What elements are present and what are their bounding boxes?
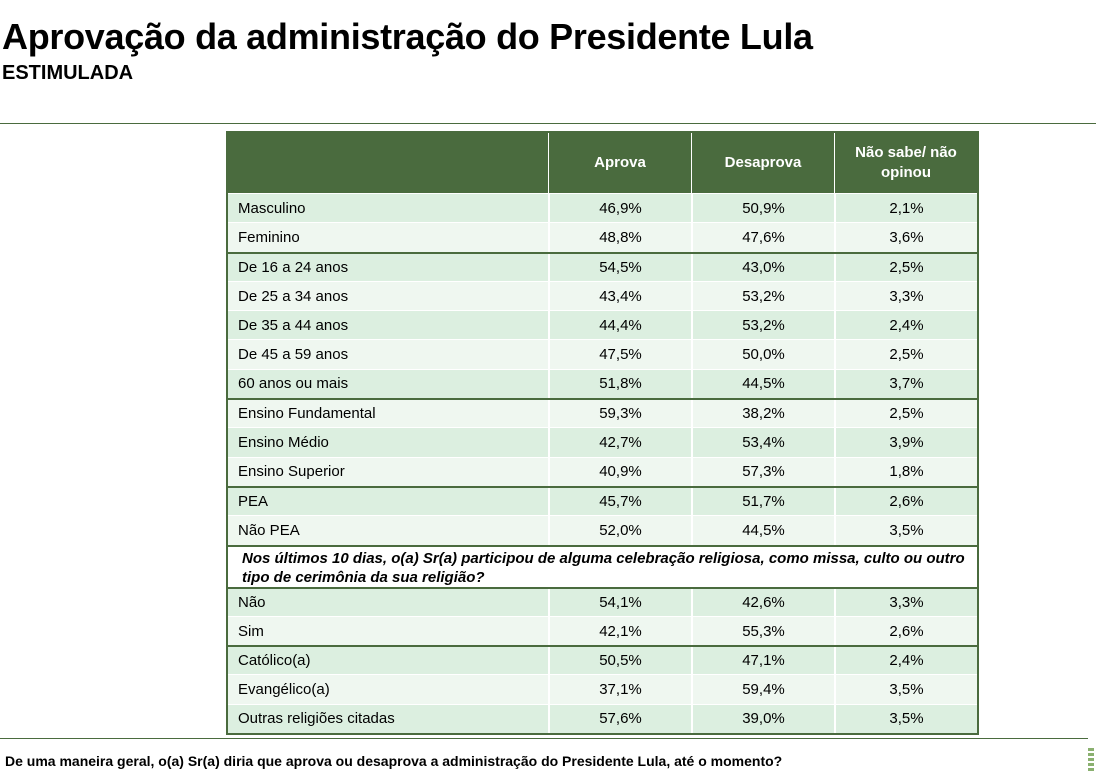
cell-desaprova: 47,6% — [691, 223, 834, 252]
row-label: Evangélico(a) — [238, 681, 330, 699]
cell-desaprova: 44,5% — [691, 369, 834, 399]
corner-decoration — [1088, 748, 1094, 773]
cell-aprova: 54,1% — [548, 588, 691, 616]
cell-desaprova: 50,0% — [691, 340, 834, 369]
cell-desaprova: 44,5% — [691, 516, 834, 545]
cell-aprova: 40,9% — [548, 457, 691, 486]
cell-desaprova: 55,3% — [691, 616, 834, 646]
table-row: 60 anos ou mais 51,8% 44,5% 3,7% — [228, 368, 977, 399]
row-label: Masculino — [238, 199, 306, 217]
cell-nao-sabe: 3,5% — [834, 516, 977, 545]
table-row: De 45 a 59 anos 47,5% 50,0% 2,5% — [228, 339, 977, 369]
cell-nao-sabe: 3,3% — [834, 281, 977, 311]
row-label: De 25 a 34 anos — [238, 287, 349, 305]
cell-aprova: 44,4% — [548, 311, 691, 340]
cell-nao-sabe: 3,5% — [834, 704, 977, 734]
cell-nao-sabe: 2,5% — [834, 253, 977, 281]
row-label: PEA — [238, 493, 269, 511]
cell-aprova: 59,3% — [548, 400, 691, 428]
approval-table: Aprova Desaprova Não sabe/ não opinou Ma… — [226, 131, 979, 736]
table-row: PEA 45,7% 51,7% 2,6% — [228, 485, 977, 516]
cell-aprova: 42,1% — [548, 616, 691, 646]
table-row: Não PEA 52,0% 44,5% 3,5% — [228, 515, 977, 545]
cell-desaprova: 53,2% — [691, 281, 834, 311]
header-cell-desaprova: Desaprova — [691, 133, 834, 193]
table-row: Ensino Médio 42,7% 53,4% 3,9% — [228, 427, 977, 457]
cell-desaprova: 53,4% — [691, 428, 834, 457]
header-cell-nao-sabe: Não sabe/ não opinou — [834, 133, 977, 193]
cell-nao-sabe: 1,8% — [834, 457, 977, 486]
table-row: De 25 a 34 anos 43,4% 53,2% 3,3% — [228, 280, 977, 311]
table-row: Feminino 48,8% 47,6% 3,6% — [228, 222, 977, 252]
table-row: Sim 42,1% 55,3% 2,6% — [228, 615, 977, 646]
row-label: 60 anos ou mais — [238, 375, 349, 393]
page-title: Aprovação da administração do Presidente… — [2, 16, 813, 57]
cell-nao-sabe: 3,6% — [834, 223, 977, 252]
cell-desaprova: 42,6% — [691, 588, 834, 616]
cell-aprova: 37,1% — [548, 675, 691, 704]
cell-nao-sabe: 2,1% — [834, 194, 977, 223]
row-label: Ensino Médio — [238, 434, 329, 452]
cell-nao-sabe: 2,6% — [834, 487, 977, 516]
cell-nao-sabe: 2,4% — [834, 647, 977, 675]
header-cell-aprova: Aprova — [548, 133, 691, 193]
cell-desaprova: 57,3% — [691, 457, 834, 486]
top-divider — [0, 123, 1096, 124]
cell-aprova: 52,0% — [548, 516, 691, 545]
table-row: De 16 a 24 anos 54,5% 43,0% 2,5% — [228, 251, 977, 281]
cell-desaprova: 38,2% — [691, 400, 834, 428]
cell-aprova: 47,5% — [548, 340, 691, 369]
row-label: Ensino Fundamental — [238, 405, 376, 423]
row-label: De 35 a 44 anos — [238, 316, 349, 334]
cell-aprova: 42,7% — [548, 428, 691, 457]
table-row: Não 54,1% 42,6% 3,3% — [228, 586, 977, 616]
row-label: Não PEA — [238, 521, 300, 539]
cell-aprova: 45,7% — [548, 487, 691, 516]
cell-aprova: 54,5% — [548, 253, 691, 281]
cell-aprova: 48,8% — [548, 223, 691, 252]
cell-nao-sabe: 2,4% — [834, 311, 977, 340]
row-label: Católico(a) — [238, 652, 311, 670]
cell-desaprova: 51,7% — [691, 487, 834, 516]
row-label: Ensino Superior — [238, 463, 345, 481]
row-label: De 45 a 59 anos — [238, 346, 349, 364]
cell-desaprova: 43,0% — [691, 253, 834, 281]
cell-nao-sabe: 2,5% — [834, 400, 977, 428]
row-label: Sim — [238, 622, 264, 640]
bottom-divider — [0, 738, 1088, 739]
table-header: Aprova Desaprova Não sabe/ não opinou — [228, 133, 977, 193]
cell-aprova: 43,4% — [548, 281, 691, 311]
cell-desaprova: 59,4% — [691, 675, 834, 704]
cell-nao-sabe: 2,5% — [834, 340, 977, 369]
cell-nao-sabe: 3,7% — [834, 369, 977, 399]
page-subtitle: ESTIMULADA — [2, 62, 134, 84]
question-footnote: De uma maneira geral, o(a) Sr(a) diria q… — [5, 753, 783, 769]
table-body: Masculino 46,9% 50,9% 2,1% Feminino 48,8% 47,6… — [228, 193, 977, 734]
cell-nao-sabe: 3,9% — [834, 428, 977, 457]
cell-aprova: 50,5% — [548, 647, 691, 675]
table-row: Outras religiões citadas 57,6% 39,0% 3,5% — [228, 703, 977, 734]
cell-aprova: 46,9% — [548, 194, 691, 223]
cell-desaprova: 39,0% — [691, 704, 834, 734]
table-row: Masculino 46,9% 50,9% 2,1% — [228, 193, 977, 223]
table-row: De 35 a 44 anos 44,4% 53,2% 2,4% — [228, 310, 977, 340]
row-label: Outras religiões citadas — [238, 710, 395, 728]
cell-desaprova: 47,1% — [691, 647, 834, 675]
row-label: Feminino — [238, 228, 300, 246]
cell-desaprova: 53,2% — [691, 311, 834, 340]
table-row: Ensino Superior 40,9% 57,3% 1,8% — [228, 456, 977, 486]
table-row: Evangélico(a) 37,1% 59,4% 3,5% — [228, 674, 977, 704]
row-label: De 16 a 24 anos — [238, 258, 349, 276]
table-row: Católico(a) 50,5% 47,1% 2,4% — [228, 645, 977, 675]
row-label: Não — [238, 593, 266, 611]
cell-nao-sabe: 2,6% — [834, 616, 977, 646]
cell-aprova: 51,8% — [548, 369, 691, 399]
cell-aprova: 57,6% — [548, 704, 691, 734]
header-cell-label — [228, 133, 548, 193]
cell-nao-sabe: 3,3% — [834, 588, 977, 616]
cell-desaprova: 50,9% — [691, 194, 834, 223]
cell-nao-sabe: 3,5% — [834, 675, 977, 704]
table-row: Ensino Fundamental 59,3% 38,2% 2,5% — [228, 398, 977, 428]
religious-question-row: Nos últimos 10 dias, o(a) Sr(a) particip… — [228, 544, 977, 587]
